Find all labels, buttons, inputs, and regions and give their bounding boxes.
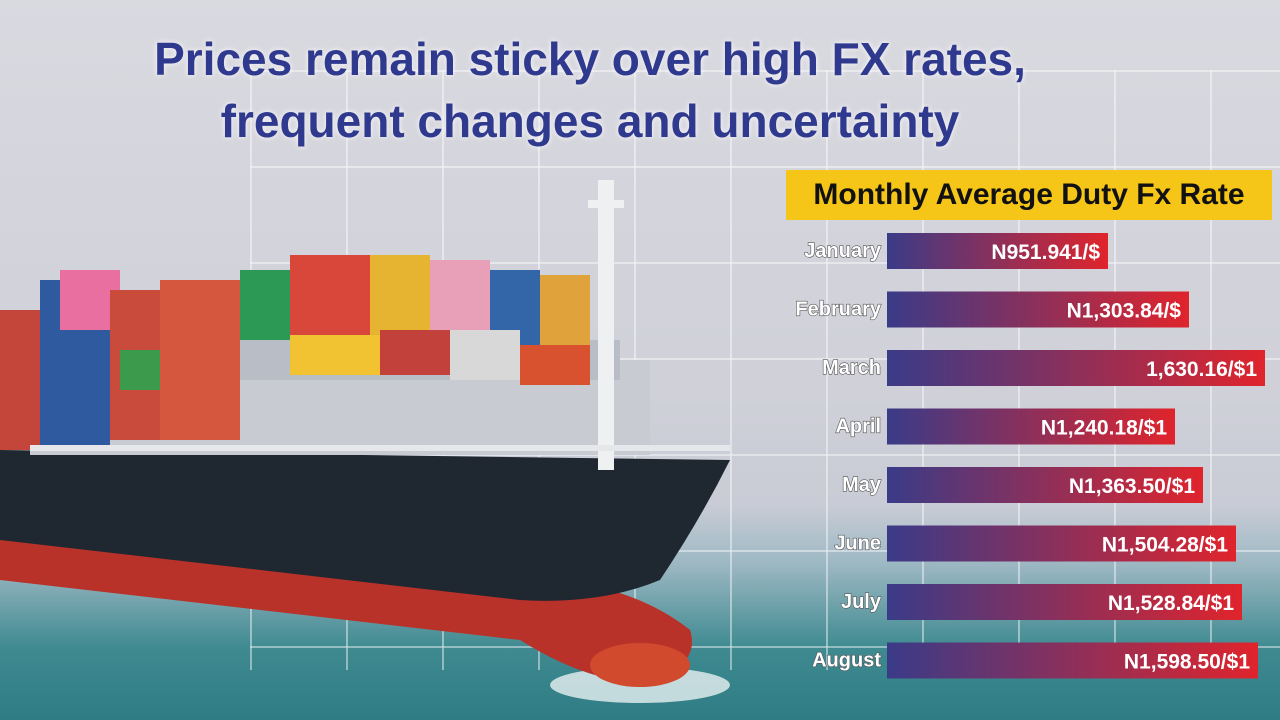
category-label-january: January	[804, 240, 882, 262]
value-label-june: N1,504.28/$1	[1102, 534, 1228, 557]
category-label-may: May	[842, 474, 882, 496]
value-label-july: N1,528.84/$1	[1108, 592, 1234, 615]
value-label-march: 1,630.16/$1	[1146, 358, 1257, 381]
category-label-august: August	[812, 650, 881, 672]
value-label-august: N1,598.50/$1	[1124, 651, 1250, 674]
bar-january	[887, 233, 1108, 269]
value-label-april: N1,240.18/$1	[1041, 417, 1167, 440]
category-label-march: March	[822, 357, 881, 379]
value-label-january: N951.941/$	[991, 241, 1100, 264]
bar-august	[887, 642, 1258, 679]
bar-july	[887, 584, 1242, 620]
chart-title: Monthly Average Duty Fx Rate	[786, 170, 1272, 220]
bar-june	[887, 525, 1236, 562]
category-label-february: February	[795, 299, 881, 321]
bar-april	[887, 408, 1175, 445]
container-ship-illustration	[0, 180, 730, 703]
value-label-february: N1,303.84/$	[1067, 300, 1182, 323]
bar-march	[887, 350, 1265, 386]
category-label-april: April	[835, 416, 881, 438]
headline-line-2: frequent changes and uncertainty	[220, 95, 960, 147]
headline-line-1: Prices remain sticky over high FX rates,	[154, 33, 1026, 85]
value-label-may: N1,363.50/$1	[1069, 475, 1195, 498]
category-label-june: June	[834, 533, 881, 555]
headline: Prices remain sticky over high FX rates,…	[0, 28, 1180, 152]
category-label-july: July	[841, 591, 882, 613]
bar-may	[887, 467, 1203, 503]
bar-february	[887, 291, 1189, 328]
